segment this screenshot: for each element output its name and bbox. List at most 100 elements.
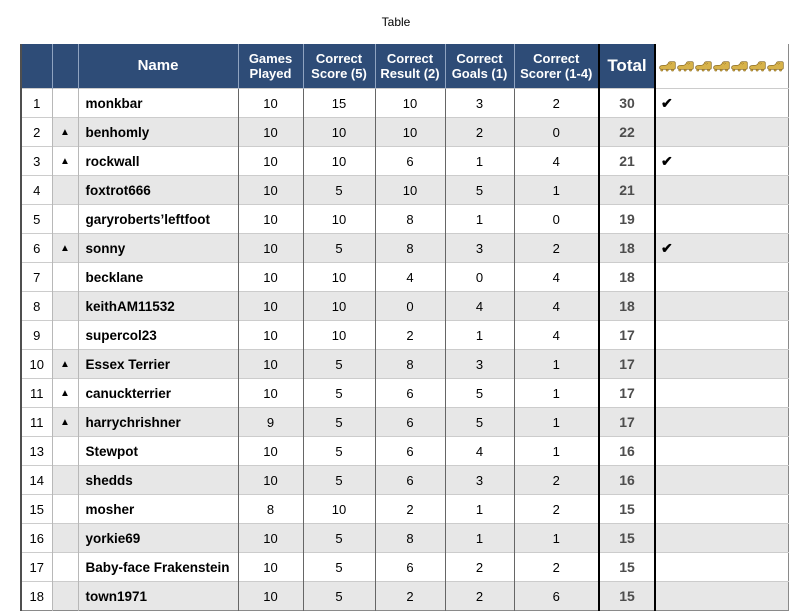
correct-result-cell: 2 [375,581,446,611]
games-played-cell: 10 [238,465,304,495]
table-row: 10 ▲ Essex Terrier 10 5 8 3 1 17 [21,349,788,379]
correct-scorer-cell: 1 [514,175,600,205]
player-name-cell: monkbar [78,88,239,118]
correct-score-cell: 10 [303,494,376,524]
total-cell: 16 [598,465,656,495]
winner-check-cell [655,262,788,292]
games-played-cell: 10 [238,175,304,205]
rank-cell: 7 [21,262,53,292]
rank-cell: 2 [21,117,53,147]
header-golden-boots [655,44,788,89]
correct-result-cell: 10 [375,117,446,147]
check-icon: ✔ [661,95,673,111]
correct-goals-cell: 5 [445,407,515,437]
correct-scorer-cell: 4 [514,291,600,321]
player-name-cell: becklane [78,262,239,292]
correct-scorer-cell: 2 [514,88,600,118]
player-name-cell: Essex Terrier [78,349,239,379]
golden-boot-icon [695,60,712,71]
winner-check-cell [655,320,788,350]
header-correct-score: Correct Score (5) [303,44,376,89]
rank-cell: 11 [21,378,53,408]
golden-boots [656,60,788,72]
correct-scorer-cell: 0 [514,117,600,147]
games-played-cell: 10 [238,349,304,379]
table-row: 1 monkbar 10 15 10 3 2 30 ✔ [21,88,788,118]
correct-goals-cell: 5 [445,378,515,408]
winner-check-cell [655,581,788,611]
player-name-cell: shedds [78,465,239,495]
golden-boot-icon [749,60,766,71]
correct-result-cell: 2 [375,320,446,350]
correct-score-cell: 5 [303,523,376,553]
games-played-cell: 9 [238,407,304,437]
golden-boot-icon [731,60,748,71]
total-cell: 17 [598,349,656,379]
table-row: 11 ▲ canuckterrier 10 5 6 5 1 17 [21,378,788,408]
correct-score-cell: 5 [303,175,376,205]
correct-scorer-cell: 1 [514,523,600,553]
winner-check-cell [655,204,788,234]
total-cell: 30 [598,88,656,118]
table-row: 15 mosher 8 10 2 1 2 15 [21,494,788,524]
total-cell: 22 [598,117,656,147]
correct-score-cell: 5 [303,349,376,379]
movement-cell [52,581,79,611]
header-correct-scorer: Correct Scorer (1-4) [514,44,600,89]
correct-result-cell: 8 [375,233,446,263]
correct-result-cell: 8 [375,349,446,379]
games-played-cell: 10 [238,581,304,611]
rank-cell: 15 [21,494,53,524]
total-cell: 18 [598,262,656,292]
table-row: 14 shedds 10 5 6 3 2 16 [21,465,788,495]
correct-scorer-cell: 1 [514,436,600,466]
rank-cell: 6 [21,233,53,263]
golden-boot-icon [713,60,730,71]
header-games-played: Games Played [238,44,304,89]
correct-result-cell: 2 [375,494,446,524]
table-row: 8 keithAM11532 10 10 0 4 4 18 [21,291,788,321]
correct-scorer-cell: 2 [514,494,600,524]
rank-cell: 11 [21,407,53,437]
correct-score-cell: 10 [303,291,376,321]
table-row: 17 Baby-face Frakenstein 10 5 6 2 2 15 [21,552,788,582]
winner-check-cell [655,523,788,553]
winner-check-cell [655,552,788,582]
total-cell: 16 [598,436,656,466]
movement-cell [52,320,79,350]
games-played-cell: 10 [238,436,304,466]
rank-cell: 4 [21,175,53,205]
movement-cell [52,465,79,495]
correct-goals-cell: 4 [445,291,515,321]
table-row: 2 ▲ benhomly 10 10 10 2 0 22 [21,117,788,147]
check-icon: ✔ [661,240,673,256]
correct-result-cell: 6 [375,378,446,408]
player-name-cell: garyroberts’leftfoot [78,204,239,234]
rank-cell: 1 [21,88,53,118]
winner-check-cell [655,175,788,205]
winner-check-cell [655,436,788,466]
rank-cell: 5 [21,204,53,234]
correct-score-cell: 5 [303,552,376,582]
up-triangle-icon: ▲ [60,387,70,399]
player-name-cell: mosher [78,494,239,524]
total-cell: 15 [598,581,656,611]
correct-score-cell: 5 [303,407,376,437]
correct-result-cell: 6 [375,552,446,582]
header-name: Name [78,44,239,89]
golden-boot-icon [659,60,676,71]
movement-cell: ▲ [52,349,79,379]
correct-goals-cell: 3 [445,233,515,263]
winner-check-cell: ✔ [655,233,788,263]
up-triangle-icon: ▲ [60,126,70,138]
movement-cell [52,88,79,118]
correct-score-cell: 10 [303,146,376,176]
correct-result-cell: 10 [375,175,446,205]
correct-score-cell: 10 [303,320,376,350]
movement-cell: ▲ [52,233,79,263]
winner-check-cell [655,291,788,321]
table-row: 13 Stewpot 10 5 6 4 1 16 [21,436,788,466]
winner-check-cell [655,349,788,379]
correct-score-cell: 5 [303,378,376,408]
table-row: 7 becklane 10 10 4 0 4 18 [21,262,788,292]
